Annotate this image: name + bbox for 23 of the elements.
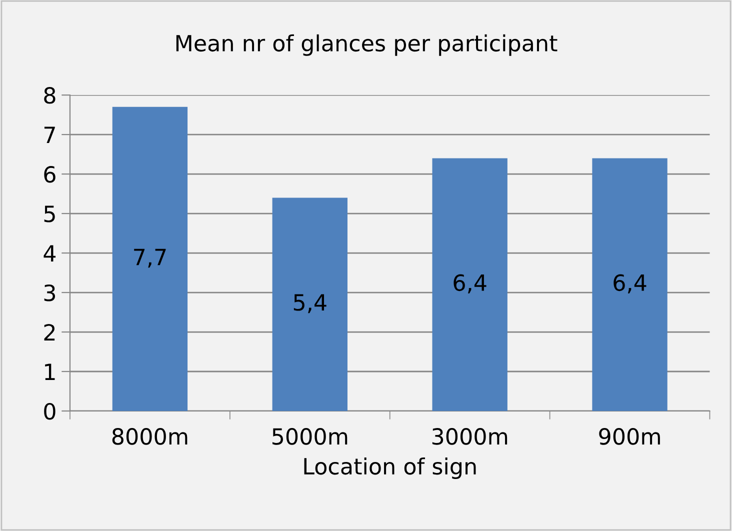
x-tick-label: 8000m <box>112 428 188 445</box>
y-tick-label: 7 <box>44 126 55 143</box>
y-tick-label: 2 <box>44 324 55 340</box>
y-tick-label: 4 <box>44 245 56 262</box>
y-tick-label: 8 <box>44 87 56 104</box>
data-label: 7,7 <box>134 248 166 268</box>
bar <box>112 106 188 411</box>
y-tick-label: 1 <box>45 364 55 380</box>
data-label: 6,4 <box>614 274 646 294</box>
chart-title: Mean nr of glances per participant <box>176 34 558 56</box>
x-axis-title: Location of sign <box>304 458 476 480</box>
x-tick-label: 5000m <box>272 428 348 445</box>
bar <box>592 158 668 411</box>
y-tick-label: 5 <box>44 206 55 222</box>
y-tick-label: 3 <box>44 284 56 302</box>
data-label: 5,4 <box>294 294 326 314</box>
y-tick-label: 0 <box>44 402 56 420</box>
y-tick-label: 6 <box>44 166 56 183</box>
bar <box>272 198 348 411</box>
x-tick-label: 900m <box>599 428 660 445</box>
data-label: 6,4 <box>454 274 486 294</box>
bar <box>432 158 508 411</box>
x-tick-label: 3000m <box>432 428 508 445</box>
